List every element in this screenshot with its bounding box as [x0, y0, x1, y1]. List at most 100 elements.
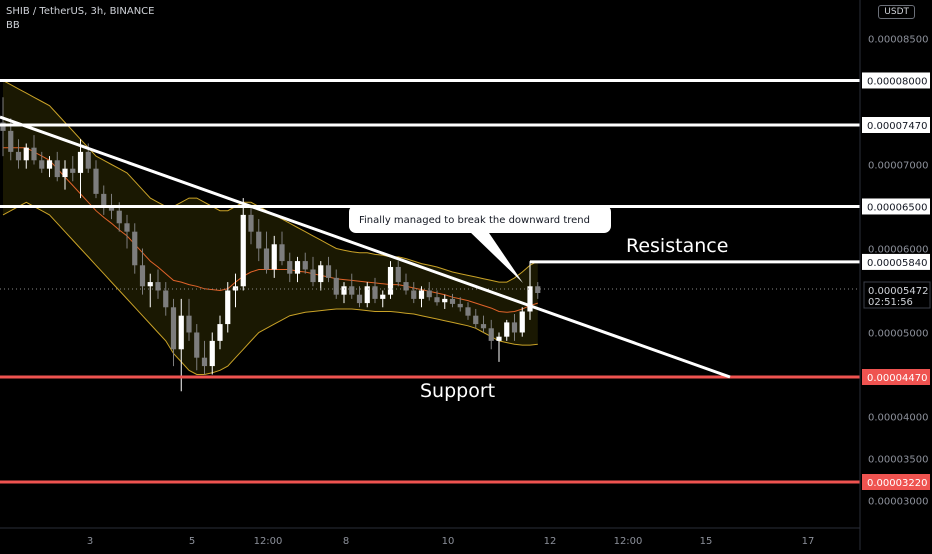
- time-tick-label: 12: [544, 536, 557, 547]
- currency-button[interactable]: USDT: [878, 5, 915, 19]
- level-price-tag-value: 0.00008000: [867, 76, 927, 87]
- bb-fill: [3, 80, 538, 375]
- time-tick-label: 12:00: [254, 536, 283, 547]
- candle-body: [93, 168, 99, 194]
- candle-body: [108, 206, 115, 211]
- candle-body: [480, 324, 487, 329]
- candle-body: [279, 244, 285, 262]
- candle-body: [147, 282, 153, 287]
- candle-body: [15, 151, 22, 161]
- candle-body: [39, 160, 45, 169]
- candle-body: [535, 286, 541, 293]
- price-tick-label: 0.00008500: [868, 34, 928, 45]
- candle-body: [271, 244, 277, 270]
- candle-body: [186, 315, 192, 333]
- level-price-tag-box: [862, 474, 930, 490]
- price-tick-label: 0.00003000: [868, 496, 928, 507]
- callout[interactable]: Finally managed to break the downward tr…: [349, 205, 611, 283]
- candle-body: [434, 297, 440, 303]
- candle-body: [411, 290, 417, 299]
- candle-body: [116, 210, 122, 224]
- candle-body: [54, 160, 60, 178]
- candle-body: [201, 357, 208, 367]
- resistance-label: Resistance: [626, 235, 728, 257]
- time-tick-label: 5: [189, 536, 195, 547]
- callout-text: Finally managed to break the downward tr…: [359, 215, 590, 226]
- countdown-timer: 02:51:56: [868, 297, 913, 308]
- candle-body: [527, 286, 533, 312]
- candle-body: [77, 151, 84, 173]
- candle-body: [46, 160, 53, 169]
- candle-body: [403, 282, 409, 291]
- price-tick-label: 0.00006000: [868, 244, 928, 255]
- candle-body: [23, 147, 29, 161]
- price-tick-label: 0.00007000: [868, 160, 928, 171]
- candle-body: [225, 290, 231, 325]
- candle-body: [395, 266, 401, 283]
- bb-lower-line: [2, 201, 538, 375]
- price-tick-label: 0.00005000: [868, 328, 928, 339]
- candle-body: [70, 168, 76, 173]
- candle-body: [519, 311, 525, 333]
- callout-box: [349, 205, 611, 233]
- candle-body: [341, 286, 347, 295]
- level-price-tag-box: [862, 72, 930, 89]
- candle-body: [124, 223, 130, 232]
- level-price-tag-value: 0.00006500: [867, 202, 927, 213]
- candle-body: [217, 324, 223, 341]
- candle-body: [232, 286, 239, 291]
- level-price-tag-box: [862, 117, 930, 133]
- candle-body: [294, 261, 301, 274]
- time-tick-label: 15: [700, 536, 713, 547]
- candle-body: [504, 322, 510, 337]
- candle-body: [473, 315, 479, 325]
- candle-body: [380, 294, 386, 299]
- candle-body: [511, 322, 518, 333]
- candle-body: [356, 294, 363, 304]
- time-tick-label: 17: [802, 536, 815, 547]
- candle-body: [364, 286, 370, 304]
- candle-body: [387, 266, 394, 295]
- price-axis-background: [860, 0, 932, 550]
- candle-body: [457, 303, 463, 308]
- level-price-tag-value: 0.00003220: [867, 478, 927, 489]
- level-price-tag-value: 0.00005840: [867, 258, 927, 269]
- level-price-tags: 0.00008000 0.00007470 0.00006500 0.00005840…: [862, 72, 930, 490]
- downtrend-line[interactable]: [0, 115, 731, 379]
- candle-body: [372, 286, 378, 299]
- candle-body: [349, 286, 355, 295]
- level-price-tag-box: [862, 253, 930, 270]
- candle-body: [442, 298, 448, 303]
- candle-body: [426, 290, 432, 298]
- support-label: Support: [420, 380, 495, 402]
- candle-body: [170, 307, 177, 350]
- candle-body: [333, 277, 339, 295]
- candle-body: [465, 307, 471, 316]
- candle-body: [325, 265, 332, 278]
- candle-body: [418, 290, 425, 299]
- candle-body: [155, 282, 161, 291]
- time-tick-label: 12:00: [614, 536, 643, 547]
- candle-body: [85, 151, 91, 169]
- candle-body: [496, 336, 502, 341]
- callout-pointer: [468, 230, 523, 283]
- candle-body: [163, 290, 169, 308]
- candle-body: [0, 122, 6, 131]
- current-price-tag: 0.00005472 02:51:56: [863, 281, 931, 309]
- price-axis[interactable]: 0.00008500 0.00007000 0.00006000 0.00005000…: [868, 34, 928, 507]
- candle-body: [132, 231, 138, 266]
- symbol-title: SHIB / TetherUS, 3h, BINANCE: [6, 6, 155, 17]
- candle-body: [263, 248, 270, 270]
- candle-body: [310, 269, 316, 283]
- candle-body: [256, 231, 262, 249]
- candle-body: [488, 328, 494, 341]
- level-price-tag-box: [862, 369, 930, 385]
- candle-body: [139, 265, 146, 287]
- time-axis[interactable]: 3 5 12:00 8 10 12 12:00 15 17: [87, 536, 815, 547]
- candle-body: [194, 332, 200, 358]
- candle-body: [178, 315, 184, 350]
- candle-body: [318, 265, 324, 283]
- candle-body: [287, 261, 293, 274]
